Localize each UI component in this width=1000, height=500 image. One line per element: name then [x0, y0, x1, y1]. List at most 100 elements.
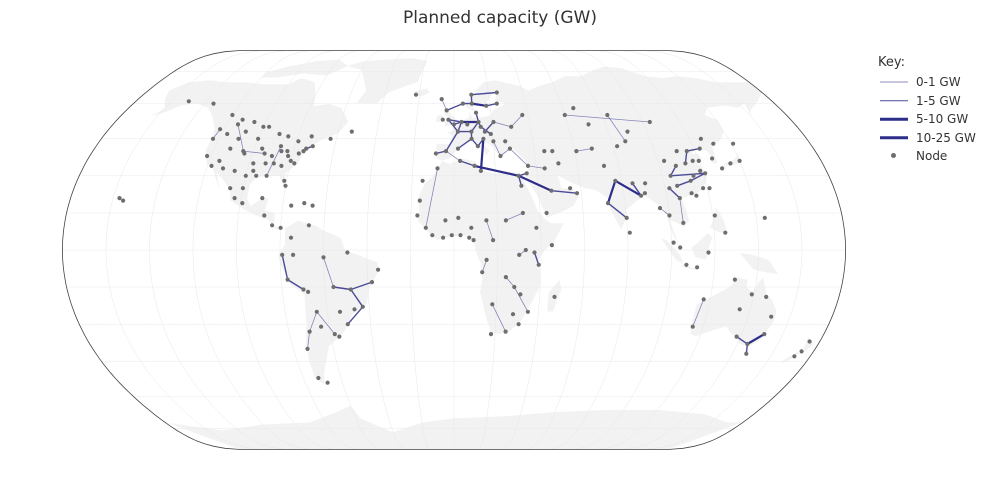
- grid-node[interactable]: [542, 166, 547, 171]
- grid-node[interactable]: [510, 312, 516, 317]
- grid-node[interactable]: [642, 191, 648, 196]
- grid-node[interactable]: [332, 332, 337, 337]
- grid-node[interactable]: [306, 289, 311, 294]
- grid-node[interactable]: [460, 101, 465, 106]
- grid-node[interactable]: [444, 108, 449, 113]
- grid-node[interactable]: [542, 149, 547, 154]
- grid-node[interactable]: [615, 144, 620, 149]
- grid-node[interactable]: [520, 210, 526, 216]
- grid-node[interactable]: [283, 183, 288, 188]
- transmission-link[interactable]: [509, 148, 529, 167]
- grid-node[interactable]: [737, 307, 742, 312]
- grid-node[interactable]: [316, 375, 321, 381]
- grid-node[interactable]: [684, 262, 689, 267]
- grid-node[interactable]: [671, 240, 676, 245]
- grid-node[interactable]: [696, 158, 701, 163]
- grid-node[interactable]: [549, 243, 555, 248]
- grid-node[interactable]: [456, 215, 461, 220]
- grid-node[interactable]: [556, 161, 561, 166]
- grid-node[interactable]: [319, 324, 324, 329]
- transmission-link[interactable]: [347, 306, 364, 325]
- grid-node[interactable]: [684, 149, 689, 154]
- grid-node[interactable]: [674, 149, 679, 154]
- grid-node[interactable]: [667, 213, 672, 218]
- grid-node[interactable]: [458, 158, 463, 163]
- grid-node[interactable]: [430, 233, 435, 238]
- grid-node[interactable]: [310, 203, 315, 208]
- grid-node[interactable]: [549, 188, 554, 193]
- transmission-link[interactable]: [679, 197, 684, 224]
- grid-node[interactable]: [286, 134, 291, 139]
- grid-node[interactable]: [491, 119, 496, 125]
- grid-node[interactable]: [516, 173, 521, 178]
- grid-node[interactable]: [280, 252, 285, 257]
- grid-node[interactable]: [369, 280, 375, 285]
- grid-node[interactable]: [601, 163, 607, 168]
- transmission-link[interactable]: [445, 150, 461, 162]
- grid-node[interactable]: [252, 119, 257, 125]
- grid-node[interactable]: [306, 223, 311, 228]
- grid-node[interactable]: [288, 235, 294, 240]
- transmission-link[interactable]: [527, 165, 546, 169]
- grid-node[interactable]: [534, 225, 539, 230]
- grid-node[interactable]: [469, 136, 474, 141]
- grid-node[interactable]: [792, 354, 797, 359]
- grid-node[interactable]: [307, 329, 312, 334]
- transmission-link[interactable]: [631, 182, 642, 197]
- transmission-link[interactable]: [690, 172, 706, 182]
- grid-node[interactable]: [420, 178, 425, 183]
- grid-node[interactable]: [517, 252, 522, 257]
- grid-node[interactable]: [349, 129, 354, 134]
- transmission-link[interactable]: [445, 130, 459, 152]
- grid-node[interactable]: [605, 201, 611, 206]
- grid-node[interactable]: [469, 92, 474, 97]
- grid-node[interactable]: [698, 168, 703, 173]
- grid-node[interactable]: [657, 206, 663, 211]
- grid-node[interactable]: [465, 122, 470, 127]
- grid-node[interactable]: [240, 117, 245, 122]
- grid-node[interactable]: [228, 146, 233, 151]
- grid-node[interactable]: [296, 151, 301, 156]
- grid-node[interactable]: [503, 275, 508, 280]
- grid-node[interactable]: [562, 112, 567, 118]
- grid-node[interactable]: [701, 186, 706, 191]
- transmission-link[interactable]: [446, 102, 464, 112]
- grid-node[interactable]: [503, 329, 508, 334]
- grid-node[interactable]: [473, 110, 479, 115]
- grid-node[interactable]: [490, 302, 495, 307]
- transmission-link[interactable]: [481, 259, 488, 273]
- transmission-link[interactable]: [242, 150, 266, 154]
- grid-node[interactable]: [491, 238, 496, 243]
- grid-node[interactable]: [688, 178, 693, 183]
- grid-node[interactable]: [677, 196, 682, 201]
- grid-node[interactable]: [279, 149, 284, 154]
- transmission-link[interactable]: [316, 311, 336, 335]
- grid-node[interactable]: [301, 149, 306, 154]
- grid-node[interactable]: [286, 153, 291, 159]
- grid-node[interactable]: [630, 181, 635, 186]
- grid-node[interactable]: [568, 186, 573, 191]
- grid-node[interactable]: [498, 153, 503, 159]
- transmission-link[interactable]: [513, 286, 529, 313]
- grid-node[interactable]: [749, 292, 754, 297]
- grid-node[interactable]: [690, 158, 695, 163]
- grid-node[interactable]: [507, 146, 512, 151]
- grid-node[interactable]: [459, 119, 464, 125]
- grid-node[interactable]: [225, 131, 230, 137]
- transmission-link[interactable]: [425, 167, 438, 229]
- grid-node[interactable]: [232, 168, 237, 173]
- grid-node[interactable]: [698, 136, 704, 141]
- transmission-link[interactable]: [323, 256, 334, 288]
- transmission-link[interactable]: [484, 121, 495, 133]
- grid-node[interactable]: [764, 294, 769, 299]
- grid-node[interactable]: [458, 233, 463, 238]
- grid-node[interactable]: [720, 166, 725, 171]
- transmission-link[interactable]: [491, 303, 507, 333]
- grid-node[interactable]: [643, 181, 648, 186]
- grid-node[interactable]: [710, 156, 715, 161]
- grid-node[interactable]: [494, 90, 499, 95]
- grid-node[interactable]: [494, 101, 499, 106]
- grid-node[interactable]: [310, 144, 315, 149]
- grid-node[interactable]: [325, 380, 330, 385]
- grid-node[interactable]: [613, 178, 618, 183]
